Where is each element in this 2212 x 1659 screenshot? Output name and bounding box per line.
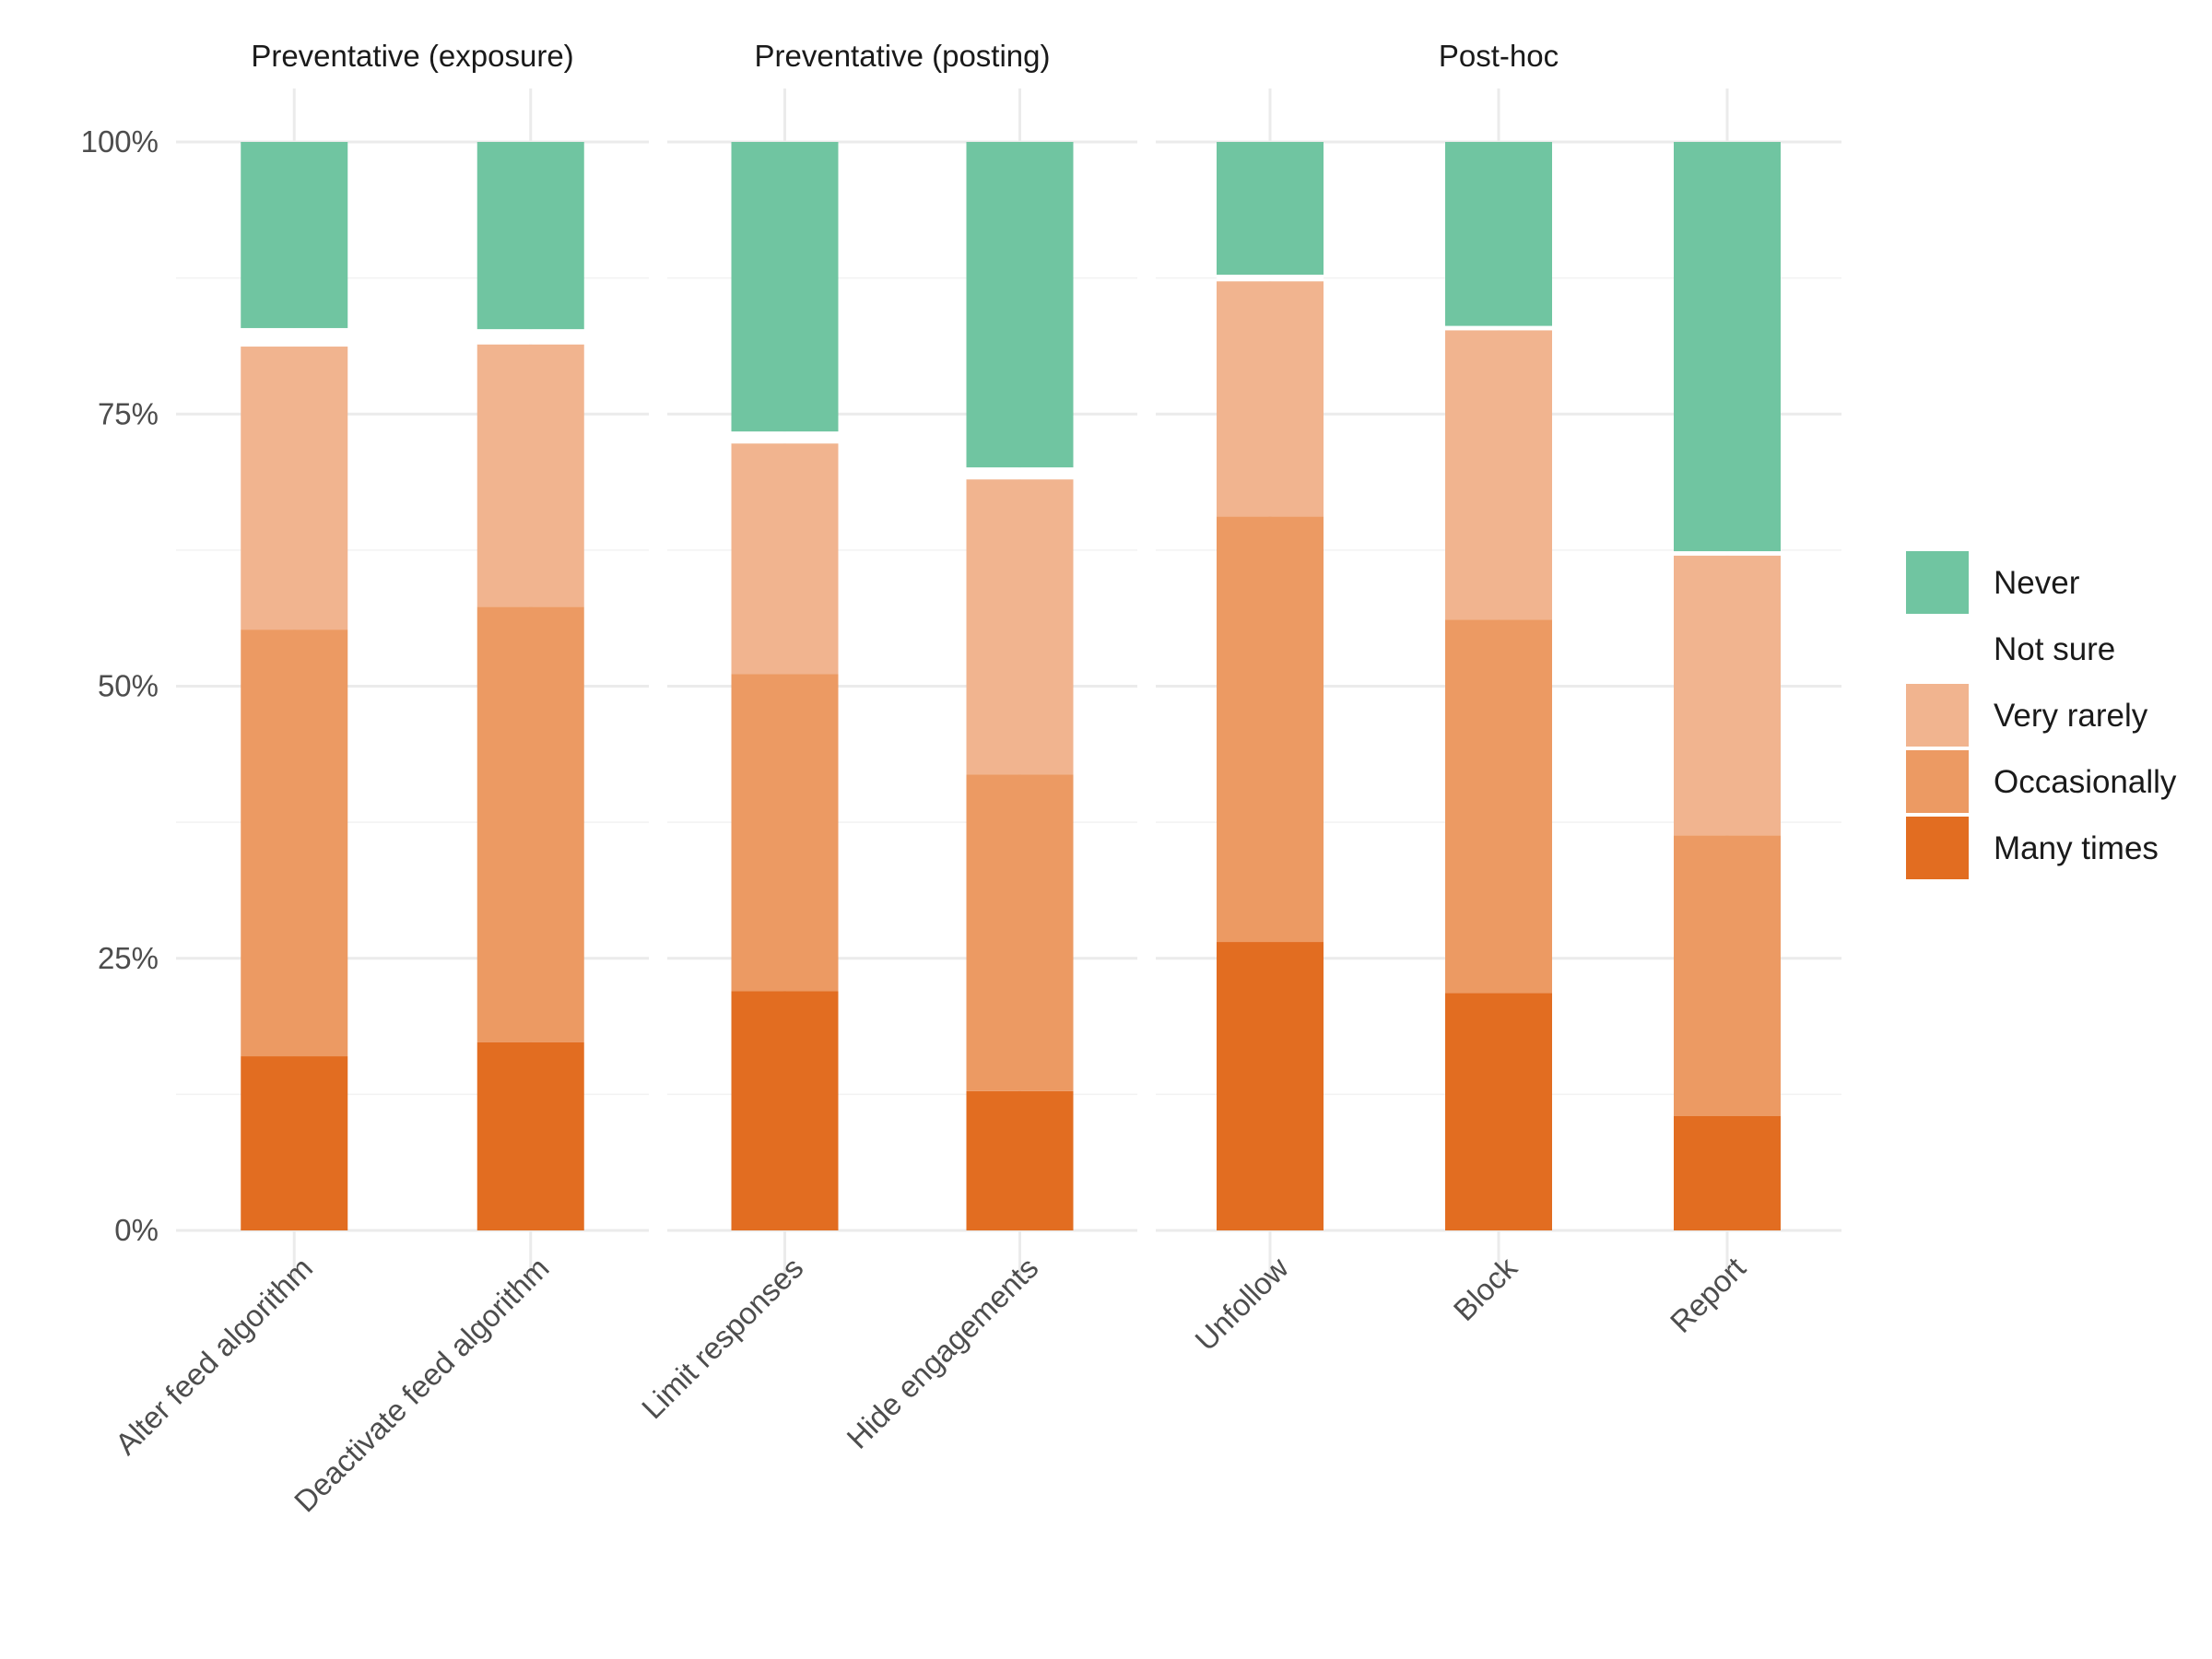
legend-key-very-rarely xyxy=(1906,684,1969,747)
x-tick-label-hide-engagements: Hide engagements xyxy=(840,1251,1044,1455)
legend-label-never: Never xyxy=(1994,565,2080,601)
bar-segment-unfollow-many-times xyxy=(1217,942,1324,1230)
bars-layer xyxy=(241,142,1781,1230)
bar-segment-unfollow-never xyxy=(1217,142,1324,276)
legend-key-occasionally xyxy=(1906,750,1969,813)
bar-segment-limit-responses-occasionally xyxy=(731,674,839,992)
legend-label-not-sure: Not sure xyxy=(1994,631,2115,667)
legend-label-occasionally: Occasionally xyxy=(1994,764,2177,800)
bar-segment-block-occasionally xyxy=(1445,619,1552,994)
bar-segment-alter-feed-algorithm-occasionally xyxy=(241,629,348,1057)
x-tick-label-block: Block xyxy=(1447,1250,1524,1327)
bar-segment-deactivate-feed-algorithm-very-rarely xyxy=(477,344,584,607)
bar-segment-block-never xyxy=(1445,142,1552,326)
bar-segment-report-not-sure xyxy=(1674,551,1781,556)
bar-segment-hide-engagements-very-rarely xyxy=(966,479,1074,775)
bar-segment-report-never xyxy=(1674,142,1781,552)
x-tick-label-report: Report xyxy=(1664,1251,1752,1339)
bar-segment-hide-engagements-not-sure xyxy=(966,467,1074,480)
legend-label-many-times: Many times xyxy=(1994,830,2159,866)
bar-segment-alter-feed-algorithm-many-times xyxy=(241,1056,348,1230)
bar-segment-deactivate-feed-algorithm-many-times xyxy=(477,1041,584,1230)
legend-key-not-sure xyxy=(1906,618,1969,680)
bar-segment-unfollow-occasionally xyxy=(1217,516,1324,943)
x-tick-label-limit-responses: Limit responses xyxy=(635,1251,810,1426)
y-tick-label: 25% xyxy=(98,941,159,975)
legend-key-never xyxy=(1906,551,1969,614)
bar-segment-block-not-sure xyxy=(1445,325,1552,331)
facet-title-preventative-posting: Preventative (posting) xyxy=(755,39,1051,73)
bar-segment-hide-engagements-occasionally xyxy=(966,774,1074,1091)
facet-title-post-hoc: Post-hoc xyxy=(1439,39,1559,73)
bar-segment-deactivate-feed-algorithm-never xyxy=(477,142,584,330)
legend-label-very-rarely: Very rarely xyxy=(1994,698,2148,734)
x-tick-label-alter-feed-algorithm: Alter feed algorithm xyxy=(109,1251,319,1461)
bar-segment-unfollow-very-rarely xyxy=(1217,281,1324,517)
facet-title-preventative-exposure: Preventative (exposure) xyxy=(251,39,573,73)
bar-segment-report-occasionally xyxy=(1674,835,1781,1116)
bar-segment-hide-engagements-many-times xyxy=(966,1090,1074,1230)
bar-segment-hide-engagements-never xyxy=(966,142,1074,468)
legend-key-many-times xyxy=(1906,817,1969,879)
bar-segment-report-very-rarely xyxy=(1674,555,1781,836)
bar-segment-limit-responses-not-sure xyxy=(731,431,839,444)
bar-segment-report-many-times xyxy=(1674,1115,1781,1230)
bar-segment-limit-responses-many-times xyxy=(731,991,839,1230)
y-tick-label: 100% xyxy=(81,124,159,159)
y-tick-label: 75% xyxy=(98,396,159,430)
bar-segment-unfollow-not-sure xyxy=(1217,275,1324,282)
bar-segment-deactivate-feed-algorithm-occasionally xyxy=(477,606,584,1042)
bar-segment-alter-feed-algorithm-not-sure xyxy=(241,327,348,347)
x-tick-label-deactivate-feed-algorithm: Deactivate feed algorithm xyxy=(288,1251,556,1519)
bar-segment-alter-feed-algorithm-never xyxy=(241,142,348,328)
y-tick-label: 0% xyxy=(114,1213,159,1247)
y-tick-label: 50% xyxy=(98,669,159,703)
bar-segment-limit-responses-very-rarely xyxy=(731,443,839,675)
x-tick-label-unfollow: Unfollow xyxy=(1188,1251,1295,1358)
bar-segment-limit-responses-never xyxy=(731,142,839,432)
bar-segment-deactivate-feed-algorithm-not-sure xyxy=(477,329,584,345)
bar-segment-block-very-rarely xyxy=(1445,330,1552,620)
legend: Never Not sure Very rarely Occasionally Many… xyxy=(1906,551,2177,879)
bar-segment-alter-feed-algorithm-very-rarely xyxy=(241,347,348,630)
bar-segment-block-many-times xyxy=(1445,993,1552,1230)
